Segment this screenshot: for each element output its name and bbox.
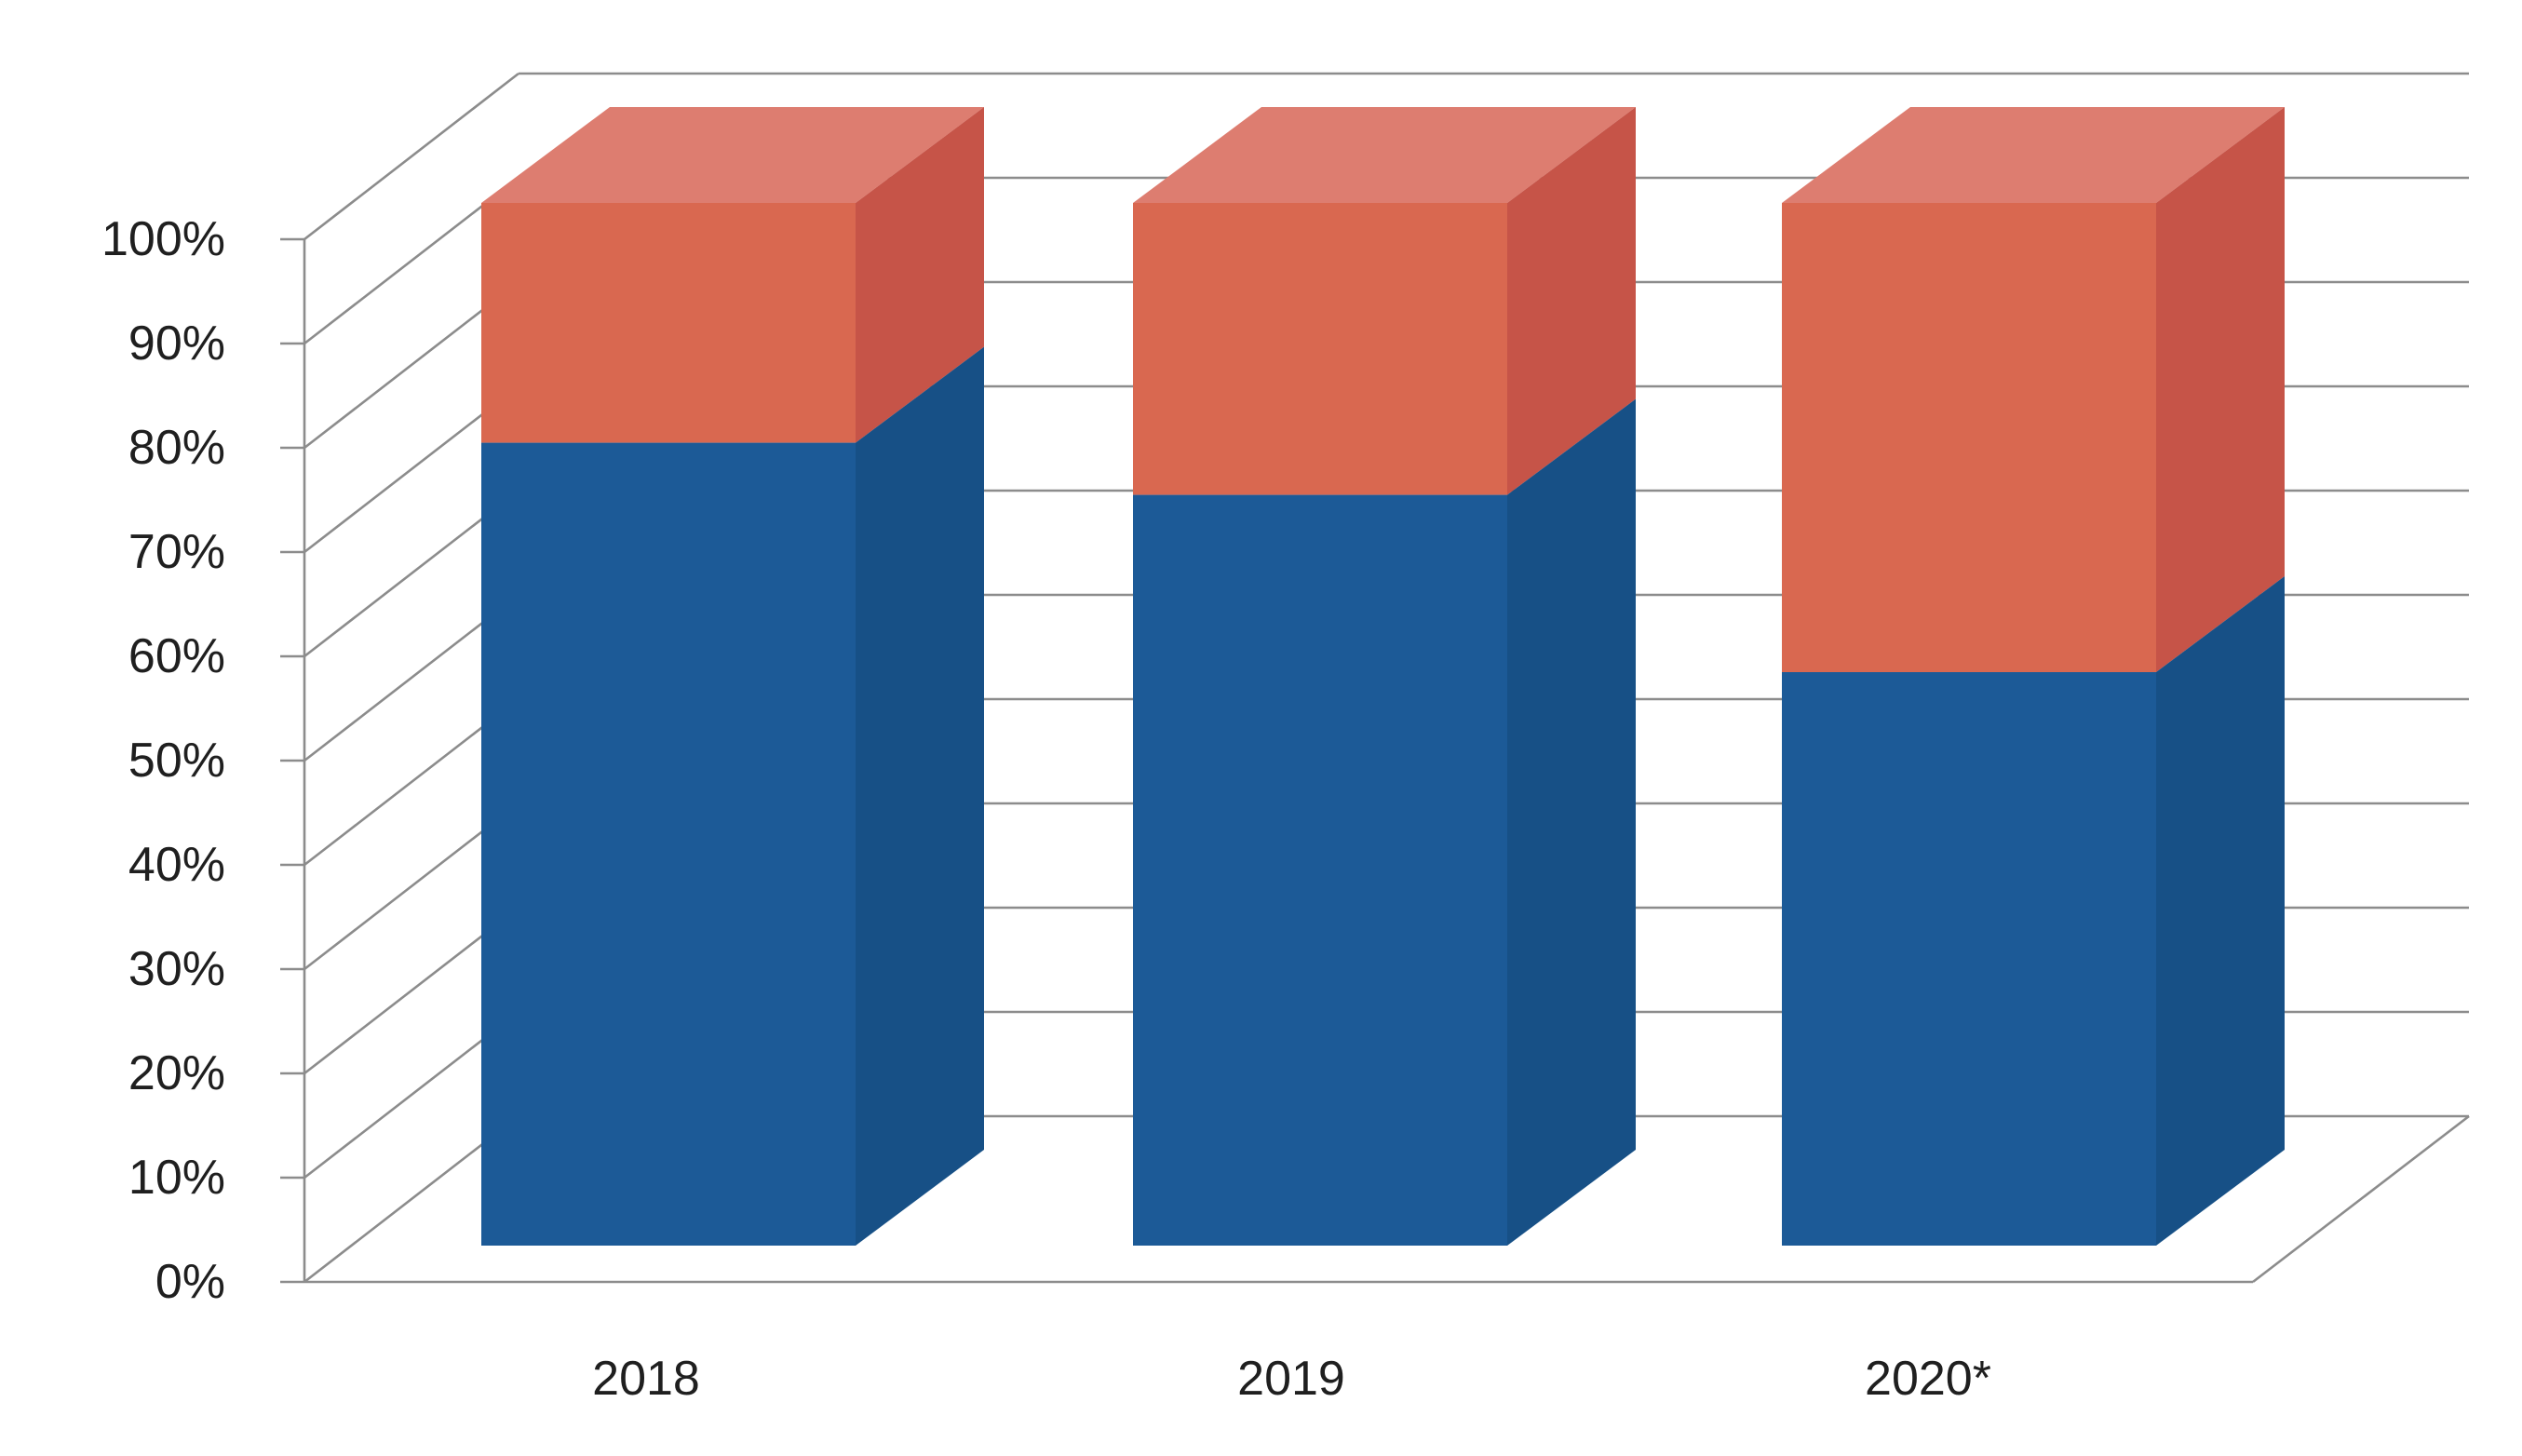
- bar-2018-blue-segment: [481, 442, 856, 1247]
- bar-2020-red-side-face: [2156, 107, 2285, 672]
- y-axis-tick-label: 10%: [128, 1151, 225, 1205]
- side-wall-gridline: [303, 72, 519, 241]
- y-axis-tick-label: 70%: [128, 525, 225, 579]
- bar-2018-blue-side-face: [856, 346, 984, 1247]
- bar-2018-red-side-face: [856, 107, 984, 443]
- bar-2019-blue-segment: [1133, 494, 1507, 1246]
- y-axis-tick-label: 50%: [128, 734, 225, 788]
- floor-right-edge: [2252, 1114, 2470, 1284]
- x-axis-category-label: 2018: [592, 1352, 700, 1406]
- x-axis-category-label: 2019: [1237, 1352, 1345, 1406]
- x-axis-category-label: 2020*: [1865, 1352, 1991, 1406]
- y-axis-tick-label: 0%: [155, 1255, 225, 1309]
- bar-2018-red-top-face: [481, 107, 984, 203]
- y-axis-tick-label: 90%: [128, 317, 225, 371]
- bar-2020-blue-segment: [1782, 672, 2156, 1246]
- bar-2018-red-segment: [481, 203, 856, 443]
- bar-2019-red-top-face: [1133, 107, 1636, 203]
- y-axis-tick-label: 20%: [128, 1046, 225, 1100]
- y-axis-tick-label: 30%: [128, 942, 225, 996]
- bar-2020-blue-side-face: [2156, 576, 2285, 1246]
- bar-2019-red-segment: [1133, 203, 1507, 495]
- y-axis-tick-label: 60%: [128, 629, 225, 683]
- bar-2019-red-side-face: [1507, 107, 1636, 495]
- bar-2020-red-top-face: [1782, 107, 2285, 203]
- bar-2019-blue-side-face: [1507, 398, 1636, 1247]
- bar-2020-red-segment: [1782, 203, 2156, 672]
- y-axis-tick-label: 40%: [128, 838, 225, 892]
- y-axis-tick-label: 80%: [128, 421, 225, 475]
- y-axis-tick-label: 100%: [101, 212, 225, 266]
